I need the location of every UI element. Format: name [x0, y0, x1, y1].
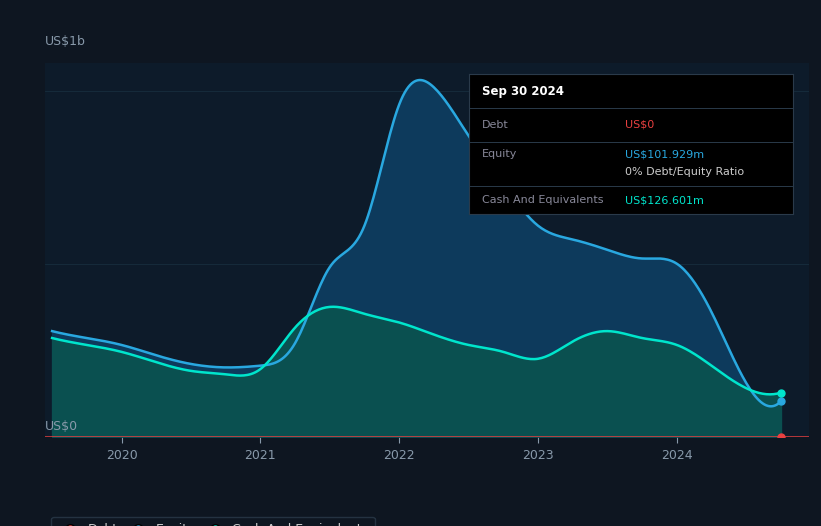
Text: 0% Debt/Equity Ratio: 0% Debt/Equity Ratio	[625, 167, 744, 177]
Text: US$101.929m: US$101.929m	[625, 149, 704, 159]
Text: Debt: Debt	[482, 120, 509, 130]
Text: Sep 30 2024: Sep 30 2024	[482, 85, 564, 98]
Text: US$0: US$0	[45, 420, 78, 433]
Text: US$1b: US$1b	[45, 35, 86, 48]
Text: US$0: US$0	[625, 120, 654, 130]
Text: US$126.601m: US$126.601m	[625, 195, 704, 205]
Legend: Debt, Equity, Cash And Equivalents: Debt, Equity, Cash And Equivalents	[52, 517, 374, 526]
Text: Equity: Equity	[482, 149, 517, 159]
Text: Cash And Equivalents: Cash And Equivalents	[482, 195, 603, 205]
